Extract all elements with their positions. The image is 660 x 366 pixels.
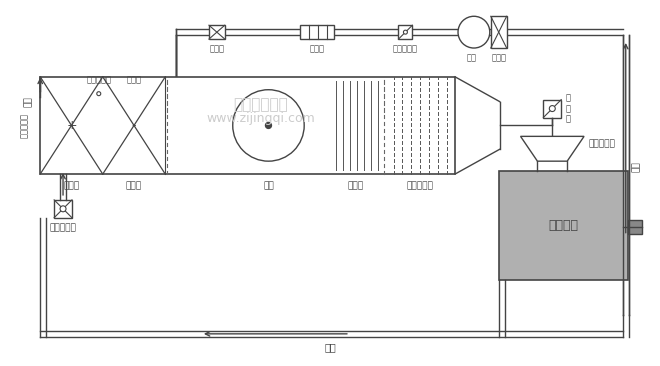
Text: +: + <box>66 119 77 132</box>
Circle shape <box>403 30 407 34</box>
Bar <box>92 87 106 101</box>
Text: 加热器: 加热器 <box>63 182 80 190</box>
Text: 排风罩: 排风罩 <box>127 75 142 84</box>
Circle shape <box>233 90 304 161</box>
Text: www.zijingqi.com: www.zijingqi.com <box>206 112 315 125</box>
Text: 风量调节阀: 风量调节阀 <box>86 75 112 84</box>
Circle shape <box>97 92 101 96</box>
Bar <box>127 87 141 101</box>
Text: 过滤器: 过滤器 <box>491 53 506 63</box>
Text: 生产区域: 生产区域 <box>548 219 578 232</box>
Text: 加湿器: 加湿器 <box>347 182 364 190</box>
Text: 风机: 风机 <box>467 53 477 63</box>
Text: 广州帝净净化: 广州帝净净化 <box>233 97 288 112</box>
Text: 回风: 回风 <box>324 342 336 352</box>
Circle shape <box>549 106 555 112</box>
Text: -: - <box>132 119 136 132</box>
Bar <box>491 16 507 48</box>
Text: 风机: 风机 <box>263 182 274 190</box>
Bar <box>300 25 334 39</box>
Bar <box>209 25 225 39</box>
Text: 初效过滤器: 初效过滤器 <box>20 113 29 138</box>
Bar <box>40 77 455 174</box>
Text: 表冷器: 表冷器 <box>126 182 142 190</box>
Text: 风量调节阀: 风量调节阀 <box>393 45 418 53</box>
Bar <box>543 100 561 117</box>
Bar <box>54 200 72 218</box>
Circle shape <box>60 206 66 212</box>
Text: 排风罩: 排风罩 <box>209 45 224 53</box>
Circle shape <box>458 16 490 48</box>
Polygon shape <box>521 137 584 161</box>
Bar <box>499 171 628 280</box>
Text: 消音器: 消音器 <box>310 45 325 53</box>
Text: 排风: 排风 <box>632 161 641 172</box>
Text: 风量调节阀: 风量调节阀 <box>50 223 77 232</box>
Text: 新风: 新风 <box>24 96 33 107</box>
Circle shape <box>265 123 271 128</box>
Bar <box>399 25 412 39</box>
Text: 高效过滤器: 高效过滤器 <box>588 140 615 149</box>
Bar <box>628 220 642 234</box>
Text: 中效过滤器: 中效过滤器 <box>407 182 434 190</box>
Text: 调
节
器: 调 节 器 <box>565 94 570 123</box>
